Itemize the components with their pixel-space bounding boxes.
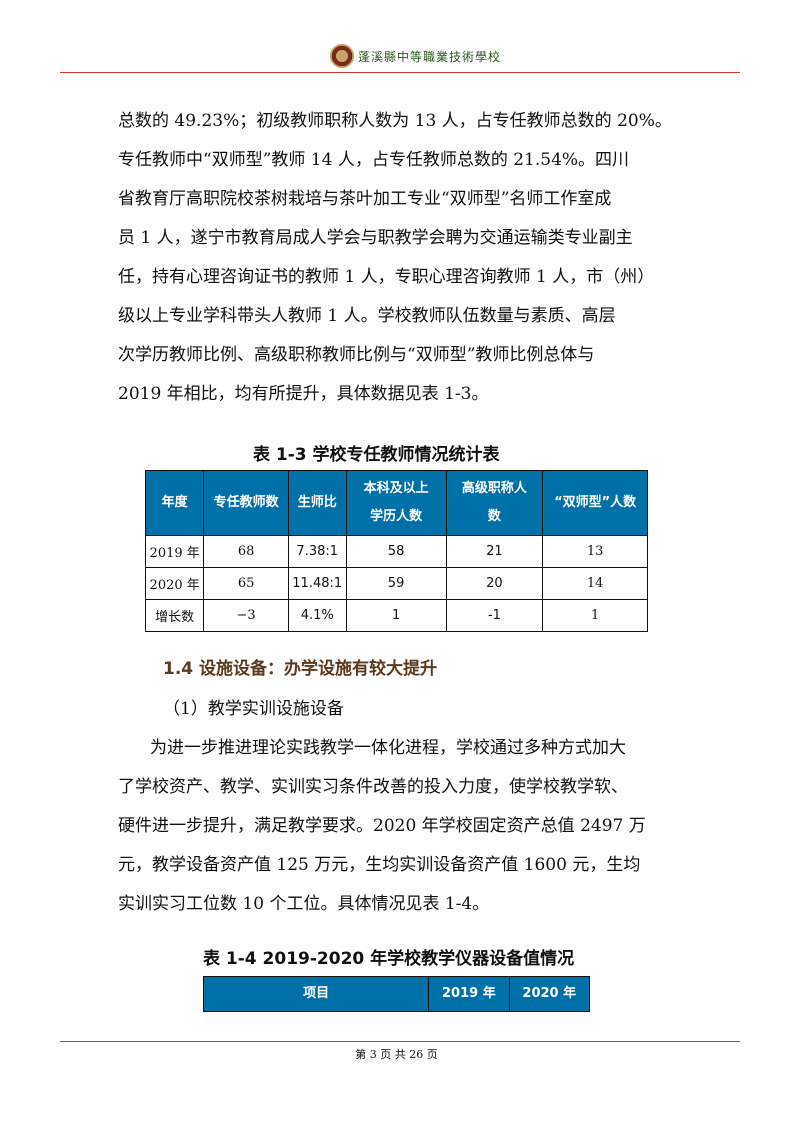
table-cell: 65 xyxy=(203,567,289,600)
table-cell: 20 xyxy=(445,567,544,600)
text-line: 为进一步推进理论实践教学一体化进程，学校通过多种方式加大 xyxy=(150,738,626,758)
text-line: 总数的 49.23%；初级教师职称人数为 13 人，占专任教师总数的 20%。 xyxy=(118,111,672,131)
table-cell: −3 xyxy=(203,599,289,632)
column-header: 年度 xyxy=(144,470,205,536)
column-header: 高级职称人数 xyxy=(445,470,544,536)
column-header: 本科及以上学历人数 xyxy=(345,470,447,536)
table-cell: 4.1% xyxy=(287,599,347,632)
table-cell: -1 xyxy=(445,599,544,632)
text-line: 了学校资产、教学、实训实习条件改善的投入力度，使学校教学软、 xyxy=(118,777,628,797)
table-cell: 2020 年 xyxy=(144,567,205,600)
table-cell: 58 xyxy=(345,535,447,568)
column-header: 专任教师数 xyxy=(203,470,289,536)
table-cell: 7.38:1 xyxy=(287,535,347,568)
table-cell: 21 xyxy=(445,535,544,568)
table-cell: 2019 年 xyxy=(144,535,205,568)
text-line: 实训实习工位数 10 个工位。具体情况见表 1-4。 xyxy=(118,894,490,914)
table-cell: 1 xyxy=(345,599,447,632)
school-name: 蓬溪縣中等職業技術學校 xyxy=(358,49,502,64)
table-cell: 14 xyxy=(542,567,648,600)
section-heading: 1.4 设施设备：办学设施有较大提升 xyxy=(163,659,438,679)
table-cell: 59 xyxy=(345,567,447,600)
table-row: 增长数 −3 4.1% 1 -1 1 xyxy=(144,599,648,632)
text-line: 次学历教师比例、高级职称教师比例与“双师型”教师比例总体与 xyxy=(118,345,595,365)
table-row: 2019 年 68 7.38:1 58 21 13 xyxy=(144,535,648,568)
school-logo-icon xyxy=(330,44,354,68)
header-rule xyxy=(60,72,740,73)
table-1-3-caption: 表 1-3 学校专任教师情况统计表 xyxy=(253,445,500,465)
text-line: 级以上专业学科带头人教师 1 人。学校教师队伍数量与素质、高层 xyxy=(118,306,616,326)
text-line: 员 1 人，遂宁市教育局成人学会与职教学会聘为交通运输类专业副主 xyxy=(118,228,633,248)
table-cell: 1 xyxy=(542,599,648,632)
column-header: 项目 xyxy=(202,976,430,1012)
table-cell: 11.48:1 xyxy=(287,567,347,600)
page-header: 蓬溪縣中等職業技術學校 xyxy=(330,44,501,68)
table-1-4-caption: 表 1-4 2019-2020 年学校教学仪器设备值情况 xyxy=(203,949,575,969)
table-row: 2020 年 65 11.48:1 59 20 14 xyxy=(144,567,648,600)
text-line: 硬件进一步提升，满足教学要求。2020 年学校固定资产总值 2497 万 xyxy=(118,816,646,836)
subheading: （1）教学实训设施设备 xyxy=(163,699,344,719)
text-line: 2019 年相比，均有所提升，具体数据见表 1-3。 xyxy=(118,384,489,404)
column-header: “双师型”人数 xyxy=(542,470,648,536)
table-cell: 68 xyxy=(203,535,289,568)
page-number: 第 3 页 共 26 页 xyxy=(355,1048,438,1061)
table-cell: 13 xyxy=(542,535,648,568)
text-line: 元，教学设备资产值 125 万元，生均实训设备资产值 1600 元，生均 xyxy=(118,855,641,875)
text-line: 专任教师中“双师型”教师 14 人，占专任教师总数的 21.54%。四川 xyxy=(118,150,630,170)
column-header: 2020 年 xyxy=(508,976,591,1012)
column-header: 2019 年 xyxy=(428,976,510,1012)
footer-rule xyxy=(60,1041,740,1042)
table-1-4: 项目 2019 年 2020 年 xyxy=(202,976,591,1012)
text-line: 省教育厅高职院校茶树栽培与茶叶加工专业“双师型”名师工作室成 xyxy=(118,189,612,209)
table-cell: 增长数 xyxy=(144,599,205,632)
column-header: 生师比 xyxy=(287,470,347,536)
text-line: 任，持有心理咨询证书的教师 1 人，专职心理咨询教师 1 人，市（州） xyxy=(118,267,655,287)
